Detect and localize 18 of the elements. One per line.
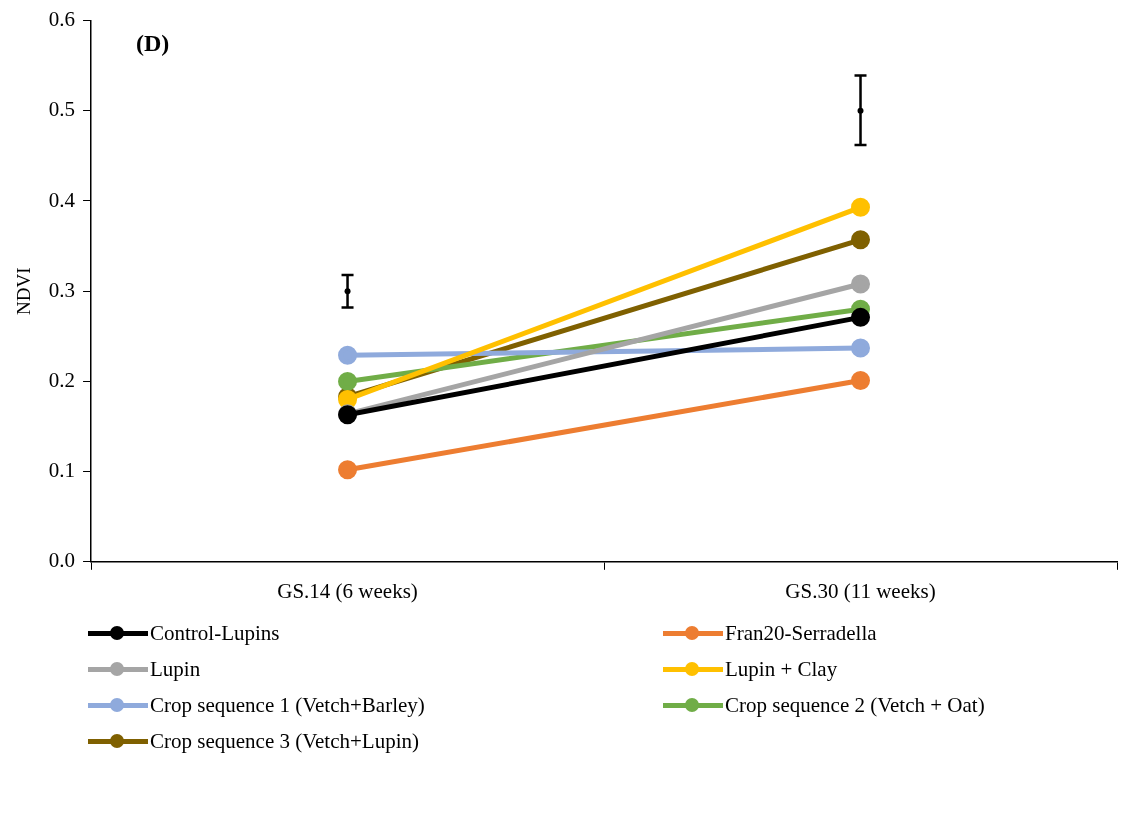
legend-label: Crop sequence 2 (Vetch + Oat) (725, 692, 985, 718)
y-tick-label: 0.3 (48, 277, 76, 302)
y-tick-label: 0.4 (48, 187, 76, 212)
legend-label: Lupin + Clay (725, 656, 838, 682)
x-tick-label: GS.14 (6 weeks) (277, 578, 418, 603)
legend-label: Fran20-Serradella (725, 620, 877, 646)
y-tick-label: 0.5 (48, 97, 76, 122)
legend-label: Lupin (150, 656, 201, 682)
legend-label: Crop sequence 3 (Vetch+Lupin) (150, 728, 420, 754)
legend-label: Control-Lupins (150, 620, 280, 646)
legend-label: Crop sequence 1 (Vetch+Barley) (150, 692, 425, 718)
y-tick-label: 0.0 (48, 548, 76, 573)
y-axis-title: NDVI (13, 267, 35, 315)
x-tick-label: GS.30 (11 weeks) (785, 578, 936, 603)
annotation: (D) (136, 29, 170, 56)
y-tick-label: 0.6 (48, 7, 76, 32)
y-tick-label: 0.2 (48, 367, 76, 392)
y-tick-label: 0.1 (48, 458, 76, 483)
